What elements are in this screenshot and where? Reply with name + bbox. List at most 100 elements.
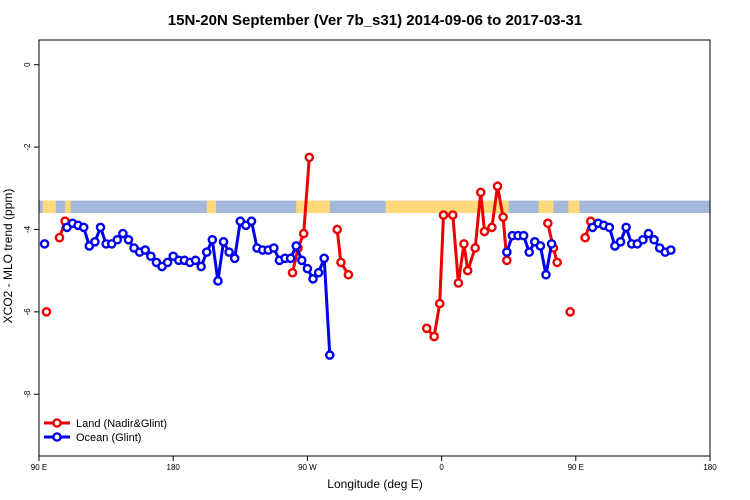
data-point (470, 243, 480, 253)
land-band-segment (206, 200, 217, 213)
y-tick-label: -8 (23, 390, 32, 398)
data-point (140, 245, 151, 255)
data-point (224, 247, 234, 257)
data-point (269, 243, 279, 253)
data-point (621, 222, 631, 233)
land-band-segment (42, 200, 56, 213)
data-point (502, 247, 512, 257)
data-point (319, 253, 329, 264)
y-tick-label: -6 (23, 308, 32, 316)
land-band-segment (538, 200, 554, 213)
plot-frame (38, 39, 711, 457)
chart-title: 15N-20N September (Ver 7b_s31) 2014-09-0… (168, 12, 582, 29)
legend-marker (52, 418, 62, 428)
x-tick-label: 90 E (31, 463, 47, 472)
data-point (297, 255, 307, 266)
data-point (308, 274, 318, 284)
data-point (487, 222, 497, 233)
data-point (90, 237, 100, 247)
data-point (543, 218, 553, 229)
x-tick-label: 90 E (568, 463, 584, 472)
series-layer (39, 152, 676, 360)
data-point (565, 307, 576, 317)
data-point (421, 323, 432, 334)
y-tick-label: 0 (23, 62, 32, 67)
data-point (39, 239, 50, 249)
legend-marker (52, 432, 62, 442)
ocean-band (39, 200, 710, 213)
data-point (447, 210, 458, 220)
y-tick-label: -2 (23, 143, 32, 151)
land-band-segment (385, 200, 509, 213)
data-point (438, 210, 449, 220)
series-land (41, 152, 596, 342)
data-point (118, 228, 128, 239)
data-point (287, 267, 298, 278)
series-line (291, 157, 311, 274)
data-point (95, 222, 106, 233)
data-point (453, 278, 464, 288)
x-axis: 90 E 180 90 W 0 90 E 180 (31, 456, 717, 472)
data-point (246, 216, 257, 227)
data-point (615, 237, 626, 247)
data-point (518, 230, 529, 241)
data-point (324, 350, 335, 360)
data-point (229, 253, 240, 264)
data-point (336, 257, 346, 268)
y-axis-label: XCO2 - MLO trend (ppm) (1, 189, 15, 324)
series-line (335, 229, 350, 276)
data-point (343, 269, 354, 280)
data-point (580, 232, 590, 243)
data-point (41, 307, 52, 317)
data-point (146, 251, 156, 262)
data-point (313, 267, 324, 278)
data-point (190, 255, 201, 266)
data-point (604, 222, 615, 233)
data-point (546, 239, 557, 249)
data-point (302, 263, 313, 274)
data-point (643, 228, 654, 239)
data-point (649, 234, 659, 245)
data-point (196, 261, 206, 272)
x-tick-label: 90 W (298, 463, 317, 472)
data-point (492, 181, 503, 192)
land-mask-band (39, 200, 710, 213)
y-tick-label: -4 (23, 225, 32, 233)
y-axis: 0 -2 -4 -6 -8 (23, 62, 39, 398)
data-point (207, 234, 218, 245)
data-point (54, 232, 65, 243)
data-point (524, 247, 535, 257)
data-point (298, 228, 309, 239)
data-point (498, 212, 508, 222)
data-point (459, 239, 469, 249)
land-band-segment (296, 200, 330, 213)
data-point (475, 187, 486, 198)
data-point (162, 257, 173, 268)
data-point (666, 245, 676, 255)
data-point (535, 241, 546, 251)
data-point (285, 253, 296, 264)
data-point (78, 222, 89, 233)
x-tick-label: 0 (439, 463, 444, 472)
data-point (213, 276, 223, 286)
legend-label: Land (Nadir&Glint) (76, 418, 167, 430)
data-point (112, 234, 123, 245)
data-point (291, 241, 302, 251)
data-point (462, 265, 473, 276)
data-point (479, 226, 490, 237)
land-band-segment (65, 200, 71, 213)
data-point (541, 269, 551, 280)
data-point (123, 234, 134, 245)
data-point (201, 247, 212, 257)
data-point (502, 255, 512, 266)
legend-label: Ocean (Glint) (76, 432, 141, 444)
data-point (332, 224, 343, 235)
land-band-segment (568, 200, 580, 213)
legend: Land (Nadir&Glint) Ocean (Glint) (44, 418, 167, 444)
x-tick-label: 180 (167, 463, 181, 472)
x-tick-label: 180 (703, 463, 717, 472)
data-point (429, 331, 439, 342)
data-point (552, 257, 562, 268)
data-point (638, 234, 648, 245)
